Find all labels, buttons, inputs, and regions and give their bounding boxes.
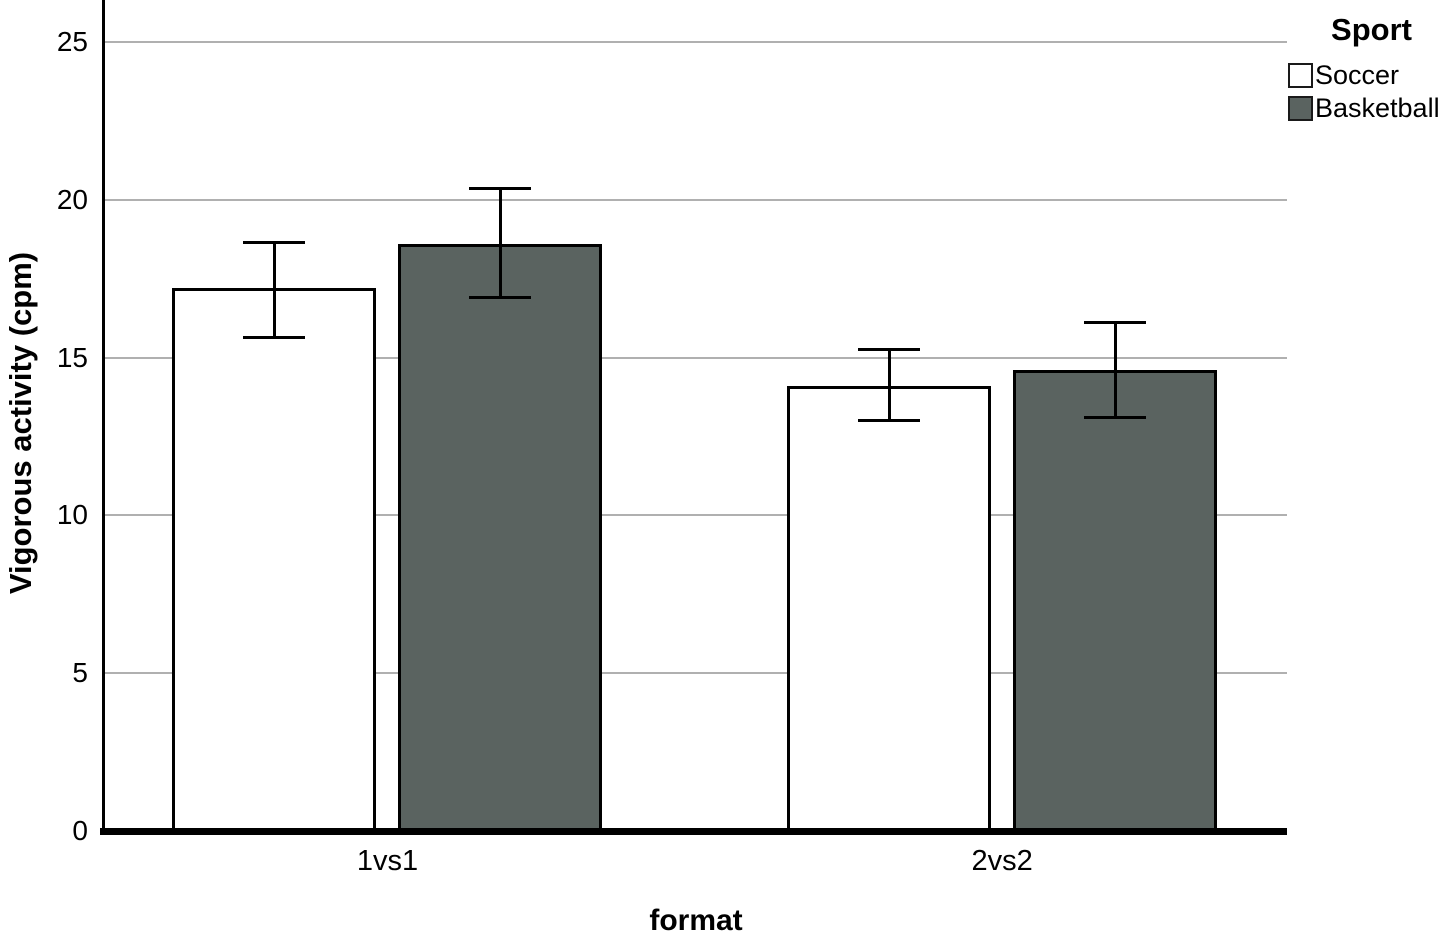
error-cap-upper-soccer-1vs1 [243, 240, 306, 244]
plot-area [100, 0, 1287, 835]
y-tick-label-25: 25 [56, 25, 88, 57]
y-tick-label-5: 5 [72, 657, 88, 689]
error-bar-basketball-1vs1 [498, 188, 502, 298]
legend-swatch-soccer [1288, 63, 1313, 88]
x-axis-title: format [649, 904, 743, 937]
error-cap-lower-basketball-2vs2 [1084, 416, 1147, 420]
error-cap-upper-basketball-1vs1 [469, 187, 532, 191]
x-tick-label-1vs1: 1vs1 [356, 845, 419, 877]
legend-items: Soccer Basketball [1288, 61, 1455, 123]
legend-title: Sport [1331, 12, 1412, 47]
y-tick-label-10: 10 [56, 499, 88, 531]
error-bar-soccer-1vs1 [272, 242, 276, 338]
error-cap-lower-basketball-1vs1 [469, 296, 532, 300]
y-tick-label-20: 20 [56, 183, 88, 215]
gridline-20 [105, 198, 1287, 201]
gridline-10 [105, 514, 1287, 517]
x-axis-line [100, 828, 1287, 835]
gridline-25 [105, 40, 1287, 43]
gridline-5 [105, 672, 1287, 675]
error-bar-basketball-2vs2 [1113, 322, 1117, 418]
error-cap-lower-soccer-2vs2 [858, 419, 921, 423]
legend-label-soccer: Soccer [1315, 60, 1400, 90]
bar-basketball-2vs2 [1013, 370, 1218, 831]
legend-swatch-basketball [1288, 96, 1313, 121]
error-bar-soccer-2vs2 [887, 349, 891, 421]
error-cap-lower-soccer-1vs1 [243, 335, 306, 339]
y-axis-line [102, 0, 105, 831]
error-cap-upper-basketball-2vs2 [1084, 321, 1147, 325]
bar-basketball-1vs1 [398, 243, 603, 831]
legend-item-soccer: Soccer [1288, 61, 1455, 90]
legend-item-basketball: Basketball [1288, 94, 1455, 123]
y-axis-title: Vigorous activity (cpm) [3, 251, 38, 595]
bar-soccer-2vs2 [787, 385, 992, 831]
legend-label-basketball: Basketball [1315, 93, 1440, 123]
error-cap-upper-soccer-2vs2 [858, 348, 921, 352]
x-tick-label-2vs2: 2vs2 [971, 845, 1033, 877]
y-tick-label-0: 0 [72, 815, 88, 846]
bar-soccer-1vs1 [172, 288, 377, 831]
legend: Sport Soccer Basketball [1288, 12, 1455, 127]
gridline-15 [105, 356, 1287, 359]
y-tick-label-15: 15 [56, 341, 88, 373]
